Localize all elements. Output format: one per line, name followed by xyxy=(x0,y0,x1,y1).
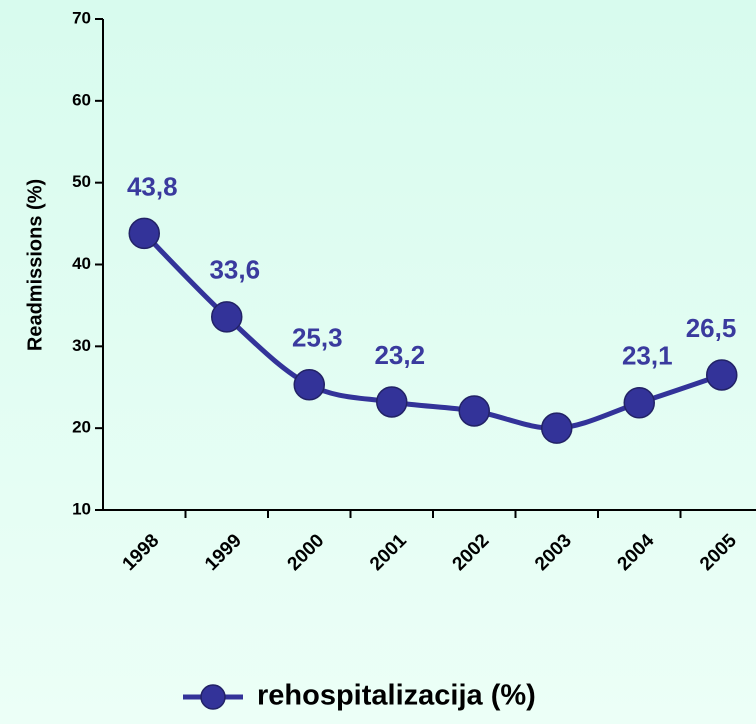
legend-label: rehospitalizacija (%) xyxy=(257,680,536,712)
y-tick-label: 20 xyxy=(72,418,91,437)
marker xyxy=(128,217,160,250)
y-tick-label: 70 xyxy=(72,8,91,27)
y-axis-label: Readmissions (%) xyxy=(24,179,46,351)
marker xyxy=(293,369,325,401)
data-label: 43,8 xyxy=(127,171,178,201)
marker xyxy=(458,395,490,427)
data-label: 25,3 xyxy=(292,323,343,353)
y-tick-label: 30 xyxy=(72,336,91,355)
y-tick-label: 10 xyxy=(72,499,91,518)
y-tick-label: 60 xyxy=(72,90,91,109)
data-label: 23,2 xyxy=(374,340,425,370)
y-tick-label: 50 xyxy=(72,172,91,191)
marker xyxy=(623,387,655,419)
y-tick-label: 40 xyxy=(72,254,91,273)
marker xyxy=(376,386,408,418)
marker xyxy=(211,301,243,333)
legend-marker xyxy=(200,684,226,710)
marker xyxy=(706,359,738,391)
data-label: 23,1 xyxy=(622,341,673,371)
data-label: 26,5 xyxy=(686,313,737,343)
marker xyxy=(541,412,573,444)
data-label: 33,6 xyxy=(209,255,260,285)
